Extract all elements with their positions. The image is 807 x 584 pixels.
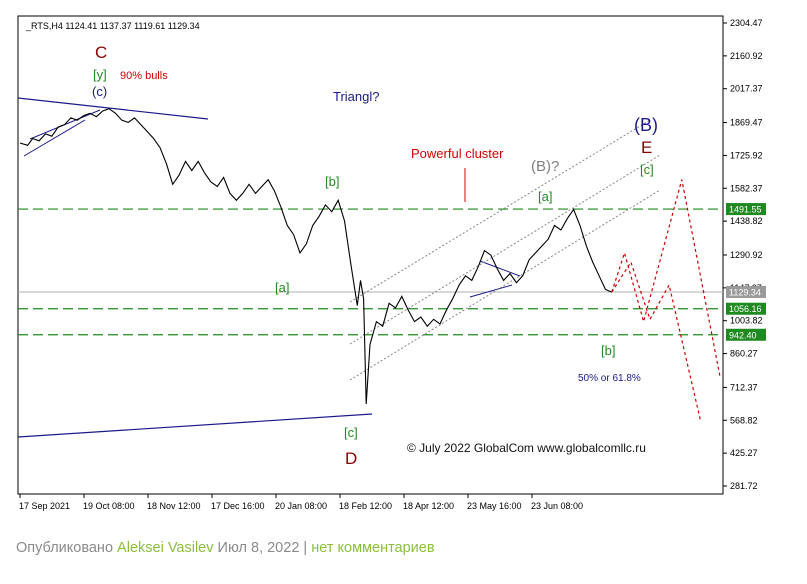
triangle-lower-line [17,413,373,438]
x-tick-label: 18 Feb 12:00 [339,501,392,511]
x-tick-group: 17 Sep 2021 19 Oct 08:00 18 Nov 12:00 17 De… [19,494,583,511]
x-tick-label: 19 Oct 08:00 [83,501,135,511]
symbol-header: _RTS,H4 1124.41 1137.37 1119.61 1129.34 [25,21,200,31]
price-level-label: 942.40 [729,330,757,340]
y-tick-label: 1725.92 [730,150,763,160]
wave-drawings [17,97,661,438]
published-prefix: Опубликовано [16,540,114,556]
x-tick-label: 20 Jan 08:00 [275,501,327,511]
label-y: [y] [93,67,107,82]
channel-lower-dotted [349,189,661,381]
price-level-tag [726,203,766,216]
y-tick-label: 425.27 [730,448,758,458]
label-C: C [95,43,107,62]
x-tick-label: 23 Jun 08:00 [531,501,583,511]
rts-price-chart: _RTS,H4 1124.41 1137.37 1119.61 1129.34 … [17,15,766,511]
chart-area: _RTS,H4 1124.41 1137.37 1119.61 1129.34 … [17,15,766,511]
x-tick-label: 17 Dec 16:00 [211,501,265,511]
label-fib: 50% or 61.8% [578,373,641,384]
forecast-group [611,179,721,423]
y-tick-group: 2304.47 2160.92 2017.37 1869.47 1725.92 1582.… [723,18,763,491]
label-c2: [c] [640,162,654,177]
y-tick-label: 281.72 [730,481,758,491]
y-tick-label: 712.37 [730,382,758,392]
wedge-lower-line [23,119,86,157]
x-tick-label: 23 May 16:00 [467,501,522,511]
label-E: E [641,138,652,157]
y-tick-label: 1290.92 [730,250,763,260]
small-channel-upper [479,260,521,277]
label-c3: [c] [344,425,358,440]
y-tick-label: 2160.92 [730,51,763,61]
y-tick-label: 1003.82 [730,316,763,326]
price-level-label: 1129.34 [729,287,761,297]
y-tick-label: 1438.82 [730,216,763,226]
y-tick-label: 568.82 [730,415,758,425]
label-90-bulls: 90% bulls [120,70,168,82]
forecast-path [611,260,702,423]
y-tick-label: 2017.37 [730,84,763,94]
label-b1: [b] [325,174,339,189]
price-level-tag [726,328,766,341]
y-tick-label: 1582.37 [730,183,763,193]
price-level-tag [726,285,766,298]
label-b2: [b] [601,343,615,358]
meta-separator: | [303,540,308,556]
x-tick-label: 18 Nov 12:00 [147,501,201,511]
label-B-question: (B)? [531,158,559,175]
channel-middle-dotted [349,154,661,345]
x-tick-label: 18 Apr 12:00 [403,501,454,511]
publish-date: Июл 8, 2022 [217,540,300,556]
y-tick-label: 1869.47 [730,118,763,128]
price-line [19,108,613,405]
forecast-path [611,179,721,377]
label-triangl: Triangl? [333,89,379,104]
author-link[interactable]: Aleksei Vasilev [117,540,214,556]
plot-frame [17,15,724,495]
y-tick-label: 2304.47 [730,18,763,28]
x-tick-label: 17 Sep 2021 [19,501,70,511]
price-level-label: 1056.16 [729,304,762,314]
triangle-upper-line [17,97,209,120]
copyright-text: © July 2022 GlobalCom www.globalcomllc.r… [407,441,646,455]
label-B: (B) [634,115,658,135]
label-powerful-cluster: Powerful cluster [411,146,504,161]
price-level-tag [726,302,766,315]
small-channel-lower [469,284,513,298]
price-level-label: 1491.55 [729,205,762,215]
channel-upper-dotted [349,119,651,303]
price-level-group: 1491.55 1129.34 1056.16 942.40 [18,203,766,341]
label-a2: [a] [538,189,552,204]
label-a1: [a] [275,280,289,295]
label-D: D [345,449,357,468]
label-c-paren: (c) [92,84,107,99]
comments-link[interactable]: нет комментариев [311,540,435,556]
y-tick-label: 860.27 [730,349,758,359]
post-meta: Опубликовано Aleksei Vasilev Июл 8, 2022… [16,540,435,556]
